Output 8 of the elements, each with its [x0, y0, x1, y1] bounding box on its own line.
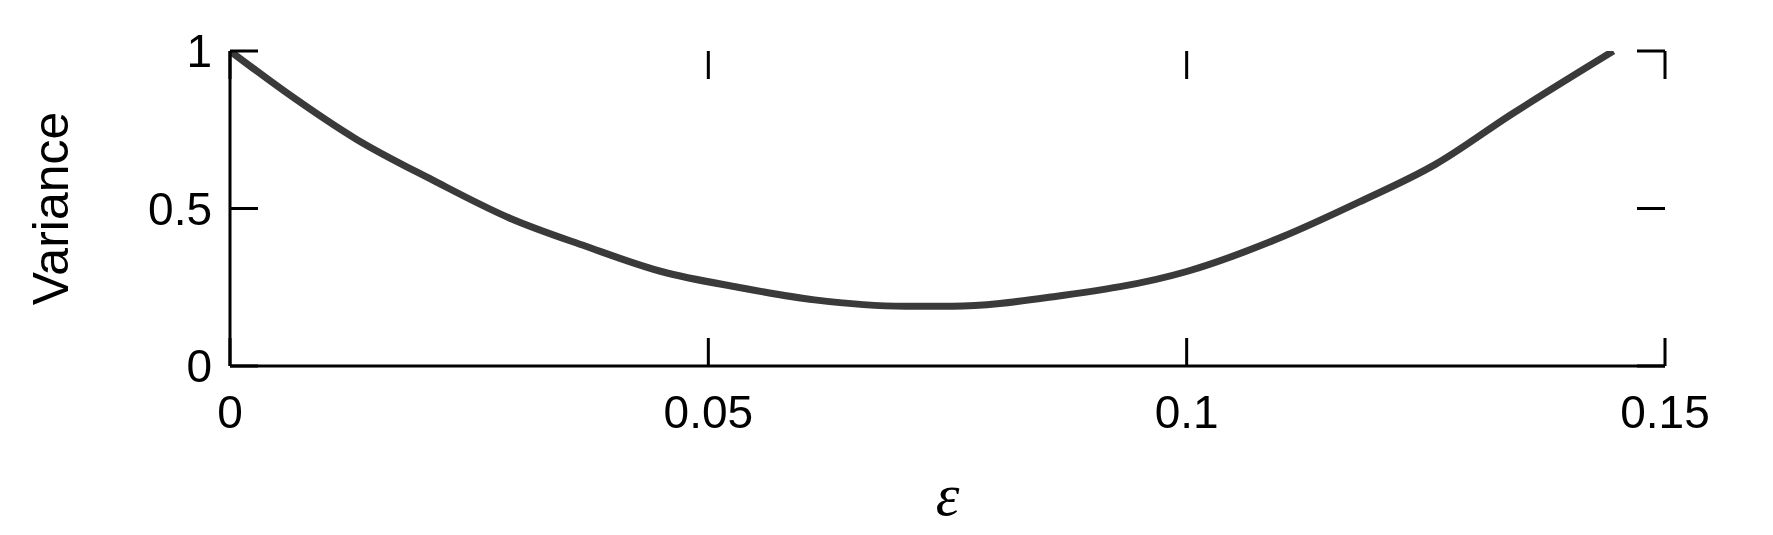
y-tick-label: 0 — [186, 340, 212, 392]
y-axis-title: Variance — [23, 111, 79, 306]
y-tick-label: 0.5 — [148, 182, 212, 235]
y-tick-label: 1 — [186, 25, 212, 77]
x-axis-title: ε — [935, 462, 960, 528]
x-tick-label: 0.15 — [1620, 386, 1710, 438]
x-tick-label: 0.05 — [663, 386, 754, 438]
x-tick-label: 0.1 — [1154, 386, 1219, 438]
